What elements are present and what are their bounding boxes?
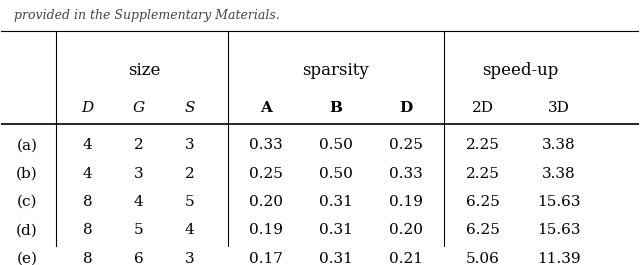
Text: 0.33: 0.33 [389,167,423,181]
Text: 4: 4 [83,167,92,181]
Text: 2.25: 2.25 [465,167,499,181]
Text: 0.25: 0.25 [389,138,423,152]
Text: 3: 3 [134,167,143,181]
Text: 3.38: 3.38 [542,138,576,152]
Text: 5: 5 [184,195,194,209]
Text: 0.19: 0.19 [389,195,423,209]
Text: 4: 4 [184,223,195,237]
Text: G: G [132,101,145,116]
Text: 2: 2 [134,138,143,152]
Text: 0.33: 0.33 [249,138,283,152]
Text: D: D [399,101,413,116]
Text: 3D: 3D [548,101,570,116]
Text: (e): (e) [17,251,37,265]
Text: 0.50: 0.50 [319,167,353,181]
Text: 15.63: 15.63 [537,223,580,237]
Text: 15.63: 15.63 [537,195,580,209]
Text: 6.25: 6.25 [465,223,499,237]
Text: 0.50: 0.50 [319,138,353,152]
Text: 8: 8 [83,195,92,209]
Text: 5: 5 [134,223,143,237]
Text: sparsity: sparsity [303,62,369,79]
Text: 11.39: 11.39 [537,251,580,265]
Text: 2.25: 2.25 [465,138,499,152]
Text: 0.31: 0.31 [319,251,353,265]
Text: 4: 4 [134,195,143,209]
Text: 0.31: 0.31 [319,223,353,237]
Text: 4: 4 [83,138,92,152]
Text: 2: 2 [184,167,195,181]
Text: 0.31: 0.31 [319,195,353,209]
Text: B: B [330,101,342,116]
Text: 2D: 2D [472,101,493,116]
Text: (d): (d) [16,223,38,237]
Text: 0.19: 0.19 [249,223,283,237]
Text: S: S [184,101,195,116]
Text: 5.06: 5.06 [465,251,499,265]
Text: 8: 8 [83,251,92,265]
Text: 0.17: 0.17 [249,251,283,265]
Text: size: size [129,62,161,79]
Text: 0.20: 0.20 [249,195,283,209]
Text: (c): (c) [17,195,37,209]
Text: 3.38: 3.38 [542,167,576,181]
Text: 6: 6 [134,251,143,265]
Text: 6.25: 6.25 [465,195,499,209]
Text: 0.21: 0.21 [389,251,423,265]
Text: 3: 3 [184,138,194,152]
Text: A: A [260,101,272,116]
Text: (a): (a) [17,138,37,152]
Text: 0.25: 0.25 [249,167,283,181]
Text: provided in the Supplementary Materials.: provided in the Supplementary Materials. [14,9,280,22]
Text: 8: 8 [83,223,92,237]
Text: 3: 3 [184,251,194,265]
Text: 0.20: 0.20 [389,223,423,237]
Text: speed-up: speed-up [483,62,559,79]
Text: D: D [81,101,93,116]
Text: (b): (b) [16,167,38,181]
